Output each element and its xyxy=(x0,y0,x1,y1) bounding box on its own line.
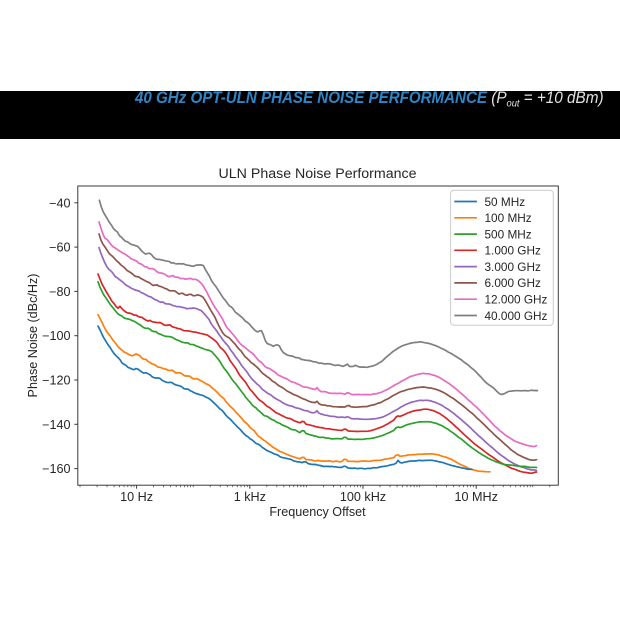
svg-text:−120: −120 xyxy=(42,374,70,388)
svg-text:1.000 GHz: 1.000 GHz xyxy=(485,244,541,258)
svg-text:−100: −100 xyxy=(42,329,70,343)
svg-text:1 kHz: 1 kHz xyxy=(234,490,266,504)
svg-text:50 MHz: 50 MHz xyxy=(485,195,526,209)
svg-text:ULN Phase Noise Performance: ULN Phase Noise Performance xyxy=(219,166,417,182)
svg-text:−60: −60 xyxy=(49,241,70,255)
svg-text:100 MHz: 100 MHz xyxy=(485,211,532,225)
svg-text:100 kHz: 100 kHz xyxy=(340,490,386,504)
svg-text:12.000 GHz: 12.000 GHz xyxy=(485,293,548,307)
svg-text:500 MHz: 500 MHz xyxy=(485,227,532,241)
svg-text:−160: −160 xyxy=(42,462,70,476)
svg-text:40.000 GHz: 40.000 GHz xyxy=(485,309,548,323)
svg-text:Frequency Offset: Frequency Offset xyxy=(269,505,366,519)
svg-text:−40: −40 xyxy=(49,196,70,210)
svg-text:3.000 GHz: 3.000 GHz xyxy=(485,260,541,274)
svg-text:10 Hz: 10 Hz xyxy=(120,490,153,504)
svg-text:−140: −140 xyxy=(42,418,70,432)
svg-text:Phase Noise (dBc/Hz): Phase Noise (dBc/Hz) xyxy=(26,274,40,398)
svg-text:−80: −80 xyxy=(49,285,70,299)
svg-text:10 MHz: 10 MHz xyxy=(455,490,498,504)
svg-text:6.000 GHz: 6.000 GHz xyxy=(485,276,541,290)
